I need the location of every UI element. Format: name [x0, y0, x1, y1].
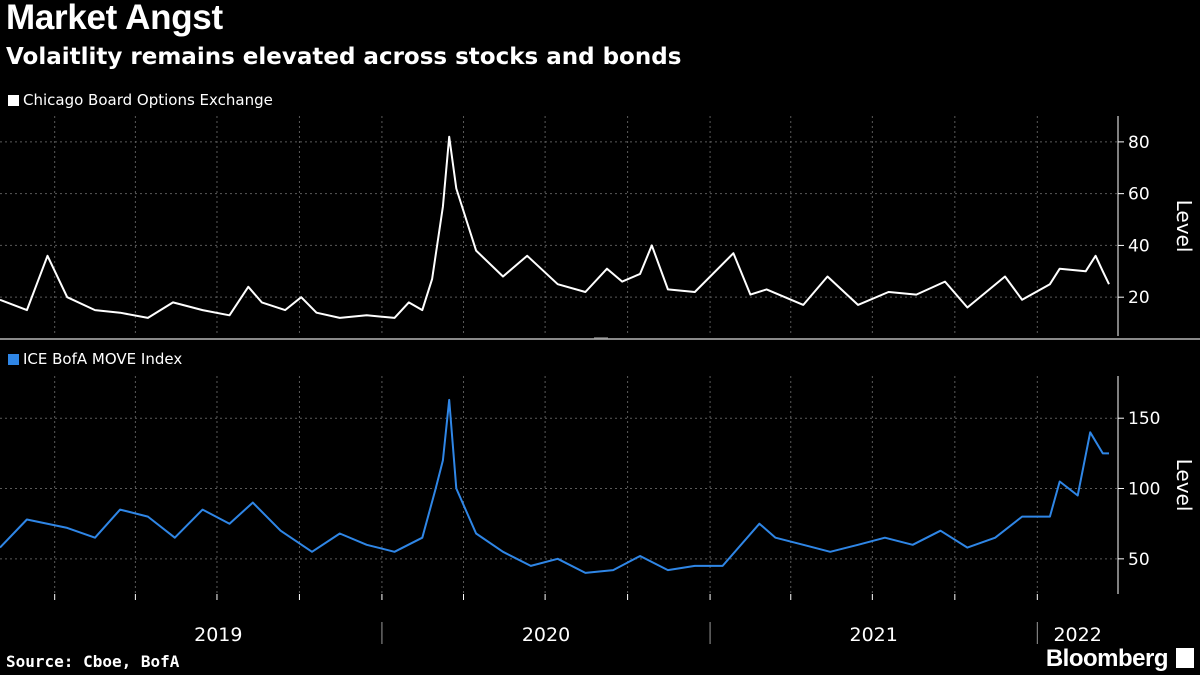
vix-ytick-label: 60	[1128, 185, 1150, 205]
chart-subtitle: Volaitlity remains elevated across stock…	[6, 44, 682, 70]
vix-legend-swatch	[8, 94, 19, 106]
vix-ytick-label: 40	[1128, 236, 1150, 256]
move-y-axis-title: Level	[1172, 459, 1196, 512]
x-axis-year-label: 2019	[194, 624, 242, 646]
vix-ytick-label: 20	[1128, 288, 1150, 308]
x-axis-year-label: 2021	[850, 624, 898, 646]
move-legend-swatch	[8, 353, 19, 365]
chart-title: Market Angst	[6, 0, 223, 37]
vix-ytick-label: 80	[1128, 133, 1150, 153]
bloomberg-logo: Bloomberg	[1045, 645, 1169, 672]
bloomberg-mark-icon	[1176, 648, 1194, 668]
move-series-line	[0, 398, 1109, 574]
move-legend: ICE BofA MOVE Index	[8, 350, 182, 368]
move-legend-label: ICE BofA MOVE Index	[23, 350, 183, 368]
vix-legend: Chicago Board Options Exchange	[8, 91, 273, 109]
vix-legend-label: Chicago Board Options Exchange	[23, 91, 273, 109]
source-note: Source: Cboe, BofA	[6, 652, 180, 671]
x-axis-year-label: 2022	[1053, 624, 1101, 646]
vix-y-axis-title: Level	[1172, 200, 1196, 253]
vix-series-line	[0, 135, 1110, 319]
move-ytick-label: 50	[1128, 550, 1150, 570]
x-axis-year-label: 2020	[522, 624, 570, 646]
move-ytick-label: 150	[1128, 409, 1160, 429]
move-ytick-label: 100	[1128, 480, 1160, 500]
